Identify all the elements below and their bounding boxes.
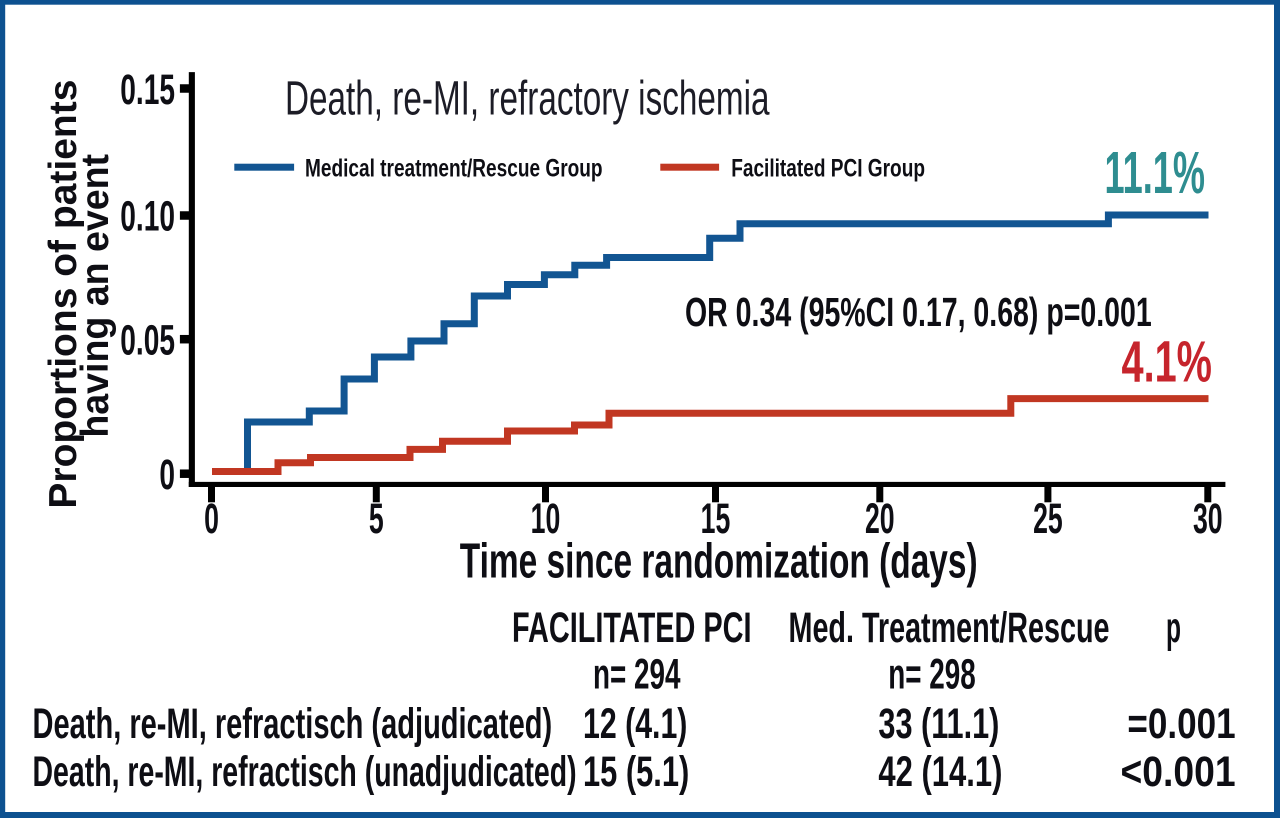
svg-text:having an event: having an event <box>73 154 117 438</box>
svg-text:n= 294: n= 294 <box>593 649 680 698</box>
svg-text:Time since randomization (days: Time since randomization (days) <box>460 533 978 588</box>
svg-text:Death, re-MI, refractory ische: Death, re-MI, refractory ischemia <box>285 72 770 125</box>
svg-text:4.1%: 4.1% <box>1122 329 1212 394</box>
svg-text:12 (4.1): 12 (4.1) <box>583 698 687 747</box>
svg-text:Med. Treatment/Rescue: Med. Treatment/Rescue <box>789 603 1110 651</box>
svg-text:33 (11.1): 33 (11.1) <box>878 699 999 747</box>
svg-text:42 (14.1): 42 (14.1) <box>878 747 1002 795</box>
svg-text:Death, re-MI, refractisch (una: Death, re-MI, refractisch (unadjudicated… <box>33 747 577 795</box>
svg-text:5: 5 <box>369 495 384 543</box>
svg-text:0: 0 <box>159 450 175 499</box>
svg-text:Facilitated PCI Group: Facilitated PCI Group <box>731 154 925 182</box>
svg-text:<0.001: <0.001 <box>1121 748 1236 796</box>
svg-text:11.1%: 11.1% <box>1105 141 1205 206</box>
svg-text:Medical treatment/Rescue Group: Medical treatment/Rescue Group <box>305 154 603 182</box>
svg-text:p: p <box>1166 604 1181 652</box>
svg-text:Death, re-MI, refractisch (adj: Death, re-MI, refractisch (adjudicated) <box>33 699 553 747</box>
svg-text:10: 10 <box>531 495 561 543</box>
svg-text:n= 298: n= 298 <box>888 649 975 698</box>
svg-text:FACILITATED PCI: FACILITATED PCI <box>512 603 751 651</box>
svg-text:0.10: 0.10 <box>120 192 175 241</box>
svg-text:25: 25 <box>1033 495 1063 543</box>
svg-text:15 (5.1): 15 (5.1) <box>583 747 689 795</box>
svg-text:=0.001: =0.001 <box>1127 699 1235 747</box>
svg-text:0: 0 <box>204 495 219 543</box>
svg-text:30: 30 <box>1193 495 1223 543</box>
svg-text:15: 15 <box>701 495 731 543</box>
svg-text:OR 0.34 (95%CI 0.17, 0.68) p=0: OR 0.34 (95%CI 0.17, 0.68) p=0.001 <box>685 290 1152 335</box>
svg-text:20: 20 <box>865 495 895 543</box>
svg-text:Proportions of patients: Proportions of patients <box>42 80 85 509</box>
svg-text:0.05: 0.05 <box>120 315 175 364</box>
svg-text:0.15: 0.15 <box>120 65 175 114</box>
